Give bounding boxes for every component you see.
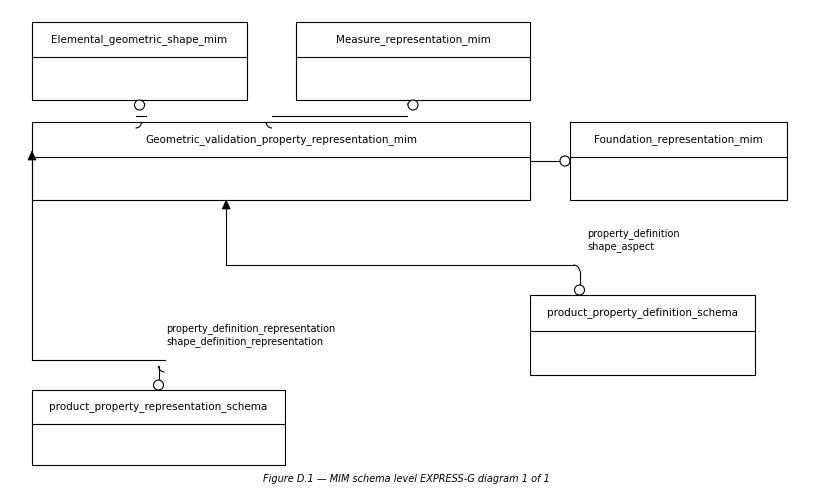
Circle shape: [575, 285, 585, 295]
Text: Elemental_geometric_shape_mim: Elemental_geometric_shape_mim: [51, 34, 228, 45]
Polygon shape: [28, 151, 36, 160]
Circle shape: [134, 100, 145, 110]
Text: product_property_definition_schema: product_property_definition_schema: [547, 308, 738, 318]
Text: product_property_representation_schema: product_property_representation_schema: [50, 401, 267, 412]
Bar: [570, 122, 787, 200]
Text: property_definition
shape_aspect: property_definition shape_aspect: [588, 228, 680, 252]
Polygon shape: [222, 200, 230, 209]
Text: Geometric_validation_property_representation_mim: Geometric_validation_property_representa…: [145, 134, 417, 145]
Bar: [32, 390, 285, 465]
Bar: [32, 122, 530, 200]
Circle shape: [154, 380, 163, 390]
Text: property_definition_representation
shape_definition_representation: property_definition_representation shape…: [167, 323, 336, 347]
Bar: [296, 22, 530, 100]
Circle shape: [408, 100, 418, 110]
Text: Figure D.1 — MIM schema level EXPRESS-G diagram 1 of 1: Figure D.1 — MIM schema level EXPRESS-G …: [263, 474, 550, 484]
Text: Foundation_representation_mim: Foundation_representation_mim: [594, 134, 763, 145]
Bar: [32, 22, 247, 100]
Bar: [530, 295, 755, 375]
Text: Measure_representation_mim: Measure_representation_mim: [336, 34, 490, 45]
Circle shape: [560, 156, 570, 166]
